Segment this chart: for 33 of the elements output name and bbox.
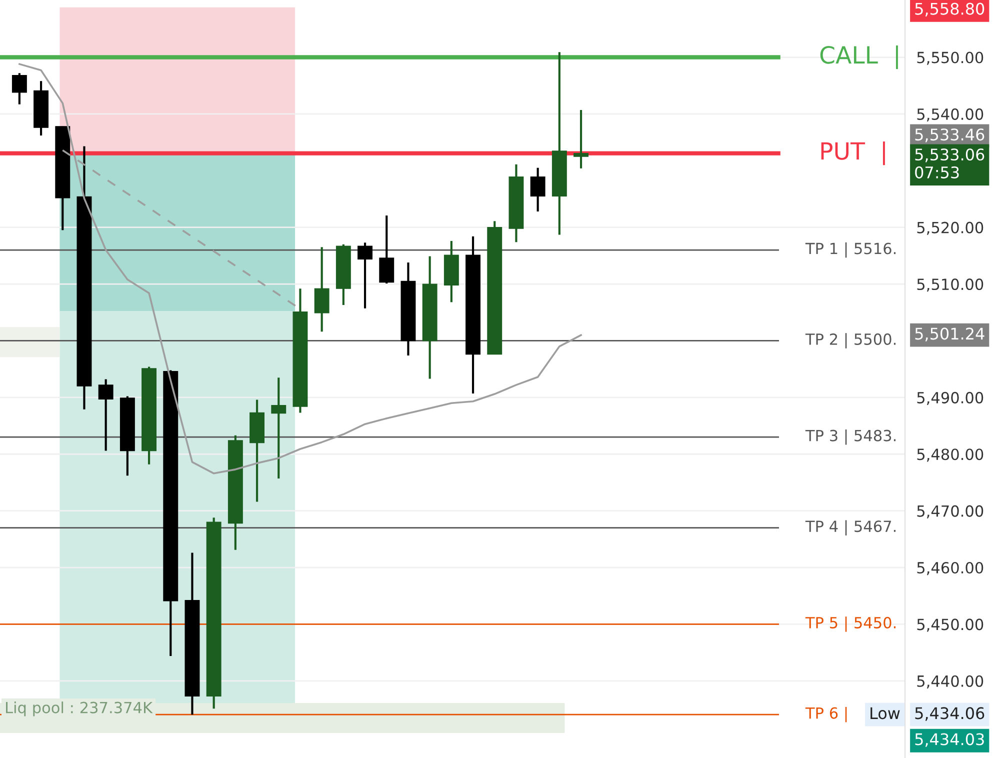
candlestick: [12, 72, 27, 106]
y-tick-label: 5,510.00: [917, 278, 984, 292]
ref-line-label: TP 3 | 5483.: [805, 429, 896, 445]
ref-line-label: PUT |: [821, 141, 885, 166]
ref-line-label: TP 1 | 5516.: [805, 242, 896, 258]
ref-line-label: TP 2 | 5500.: [805, 333, 896, 348]
ref-line-label: TP 4 | 5467.: [805, 520, 896, 536]
y-tick-label: 5,460.00: [917, 562, 984, 576]
ref-line-label: TP 5 | 5450.: [805, 616, 896, 632]
line-series: [18, 63, 582, 474]
text: Low: [870, 707, 900, 720]
text: 5,434.06: [915, 707, 984, 721]
candlestick: [358, 242, 372, 310]
y-tick-label: 5,520.00: [917, 222, 984, 235]
y-tick-label: 5,550.00: [917, 52, 984, 65]
y-tick-label: 5,480.00: [917, 448, 984, 462]
candlestick: [271, 376, 286, 480]
text: 5,533.06 07:53: [915, 148, 984, 178]
y-tick-label: 5,490.00: [917, 392, 984, 406]
y-tick-label: 5,450.00: [917, 618, 984, 632]
y-tick-label: 5,470.00: [917, 505, 984, 518]
ref-line-label: TP 6 |: [805, 706, 847, 722]
candlestick: [530, 166, 546, 213]
candlestick: [574, 108, 588, 170]
y-tick-label: 5,540.00: [917, 108, 984, 122]
text: 5,434.03: [915, 733, 984, 747]
text: 5,501.24: [915, 328, 984, 342]
y-tick-label: 5,440.00: [917, 675, 984, 688]
annotation: Liq pool : 237.374K: [6, 702, 153, 716]
text: 5,533.46: [915, 128, 984, 142]
text: 5,558.80: [915, 2, 984, 16]
candlestick: [98, 378, 114, 452]
ref-line-label: CALL |: [820, 45, 898, 70]
